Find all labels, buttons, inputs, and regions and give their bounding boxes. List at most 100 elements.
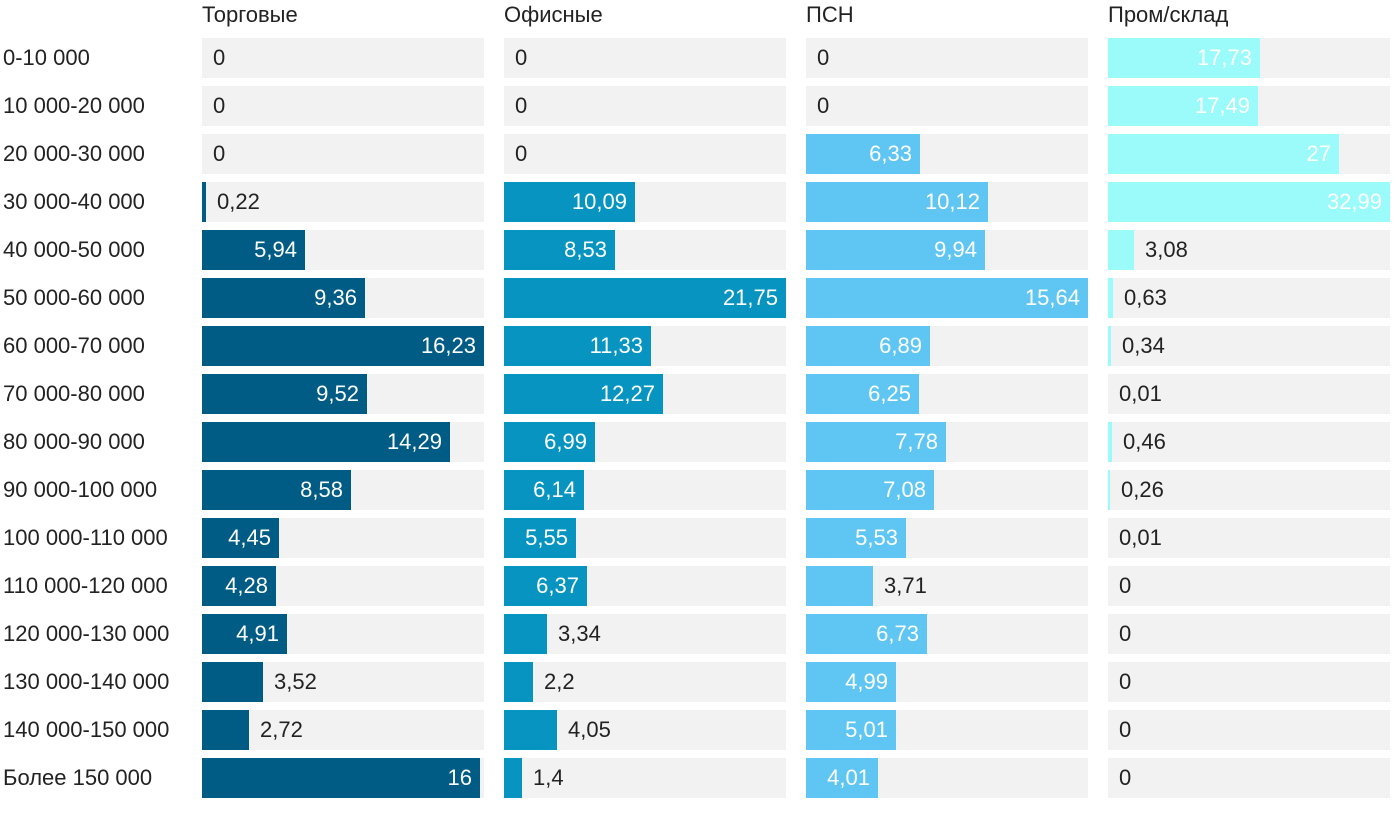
data-label: 17,73: [1196, 45, 1252, 70]
data-label: 4,99: [845, 669, 888, 694]
bar-track: 7,08: [806, 470, 1088, 510]
bar-track: 1,4: [504, 758, 786, 798]
bar-track: 0,22: [202, 182, 484, 222]
bar: [1108, 470, 1110, 510]
bar-track: 0: [1108, 758, 1390, 798]
category-label: 0-10 000: [3, 45, 90, 70]
bar: [504, 758, 522, 798]
bar-track: 6,37: [504, 566, 786, 606]
bar: [504, 326, 651, 366]
bar: [202, 278, 365, 318]
data-label: 4,91: [236, 621, 279, 646]
bar-track: 6,73: [806, 614, 1088, 654]
category-label: 40 000-50 000: [3, 237, 145, 262]
bar: [806, 278, 1088, 318]
data-label: 0,22: [217, 189, 260, 214]
bar: [806, 662, 896, 702]
data-label: 0: [213, 93, 226, 118]
data-label: 4,45: [228, 525, 271, 550]
data-label: 3,34: [558, 621, 601, 646]
bar: [1108, 86, 1258, 126]
bar-track: 0: [1108, 710, 1390, 750]
bar-track: 0: [202, 38, 484, 78]
category-label: 30 000-40 000: [3, 189, 145, 214]
bar-track: 4,01: [806, 758, 1088, 798]
bar: [806, 470, 934, 510]
bar: [202, 422, 450, 462]
bar: [202, 182, 206, 222]
category-label: 60 000-70 000: [3, 333, 145, 358]
bar: [1108, 134, 1339, 174]
series-header: Офисные: [504, 2, 603, 27]
bar-track: 4,99: [806, 662, 1088, 702]
bar-track: 27: [1108, 134, 1390, 174]
bar: [504, 710, 557, 750]
category-label: 90 000-100 000: [3, 477, 158, 502]
data-label: 5,01: [845, 717, 888, 742]
bar: [202, 758, 480, 798]
category-label: 100 000-110 000: [3, 525, 168, 550]
bar-track: 0,01: [1108, 518, 1390, 558]
bar-track: 0: [1108, 614, 1390, 654]
data-label: 21,75: [722, 285, 778, 310]
bar: [202, 566, 276, 606]
bar-track: 17,73: [1108, 38, 1390, 78]
bar-track: 0,01: [1108, 374, 1390, 414]
data-label: 6,37: [536, 573, 579, 598]
data-label: 4,05: [568, 717, 611, 742]
bar-track: 4,28: [202, 566, 484, 606]
data-label: 0: [213, 45, 226, 70]
bar-track: 4,05: [504, 710, 786, 750]
bar: [202, 662, 263, 702]
bar-track: 14,29: [202, 422, 484, 462]
bar-track: 4,91: [202, 614, 484, 654]
bar-track: 10,09: [504, 182, 786, 222]
bar-track: 5,55: [504, 518, 786, 558]
bar-track: 9,36: [202, 278, 484, 318]
bar-track: 9,52: [202, 374, 484, 414]
category-label: 140 000-150 000: [3, 717, 170, 742]
bar-track: 6,99: [504, 422, 786, 462]
bar: [806, 518, 906, 558]
bar: [504, 614, 547, 654]
bar: [1108, 422, 1112, 462]
data-label: 12,27: [599, 381, 655, 406]
bar-track: 8,53: [504, 230, 786, 270]
data-label: 6,73: [876, 621, 919, 646]
bar-track: 0: [504, 86, 786, 126]
bar: [504, 518, 576, 558]
data-label: 0: [213, 141, 226, 166]
data-label: 16: [447, 765, 472, 790]
bar-track: 6,89: [806, 326, 1088, 366]
data-label: 0: [1119, 717, 1132, 742]
bar: [504, 278, 786, 318]
bar: [1108, 278, 1113, 318]
bar: [806, 614, 927, 654]
data-label: 10,12: [924, 189, 980, 214]
data-label: 27: [1306, 141, 1331, 166]
bar-track: 16: [202, 758, 484, 798]
bar: [806, 710, 896, 750]
data-label: 5,94: [254, 237, 297, 262]
bar: [806, 134, 920, 174]
bar: [504, 230, 615, 270]
data-label: 0: [1119, 573, 1132, 598]
bar-track: 17,49: [1108, 86, 1390, 126]
bar: [202, 326, 484, 366]
bar-track: 3,08: [1108, 230, 1390, 270]
bar: [1108, 38, 1260, 78]
bar-track: 21,75: [504, 278, 786, 318]
category-label: 120 000-130 000: [3, 621, 170, 646]
series-header: Пром/склад: [1108, 2, 1229, 27]
bar-track: 5,01: [806, 710, 1088, 750]
data-label: 16,23: [420, 333, 476, 358]
data-label: 6,33: [869, 141, 912, 166]
data-label: 0: [515, 45, 528, 70]
data-label: 0,34: [1122, 333, 1165, 358]
bar-track: 0,26: [1108, 470, 1390, 510]
data-label: 0,63: [1124, 285, 1167, 310]
bar-track: 32,99: [1108, 182, 1390, 222]
data-label: 2,2: [544, 669, 575, 694]
data-label: 8,58: [300, 477, 343, 502]
